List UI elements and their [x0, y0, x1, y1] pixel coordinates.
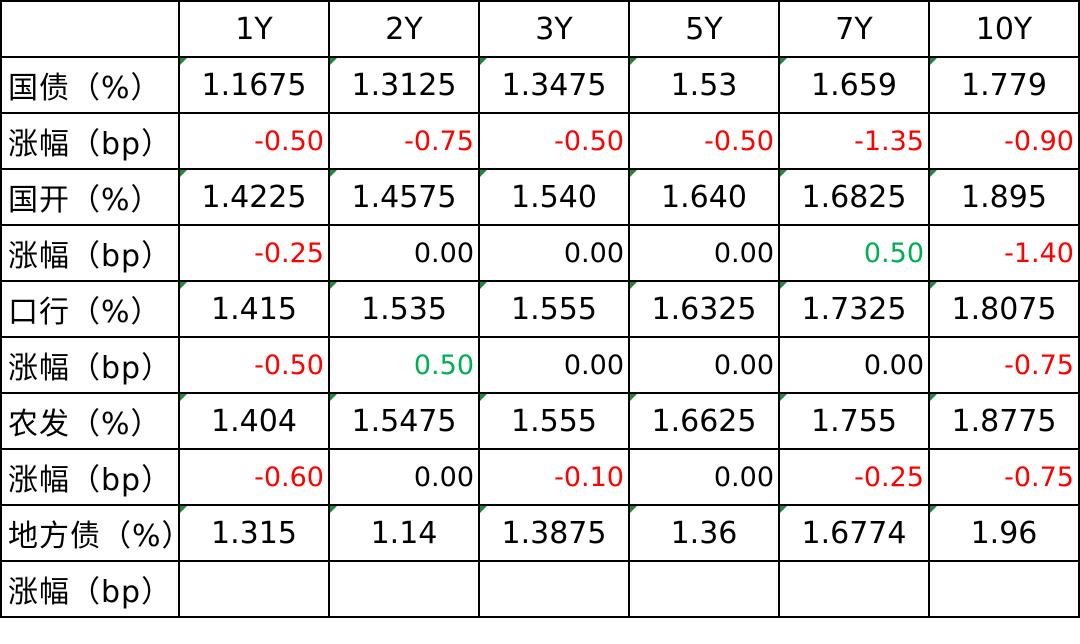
- column-header-3y: 3Y: [478, 0, 630, 58]
- change-cell: -0.75: [928, 448, 1080, 506]
- row-label: 涨幅（bp）: [0, 448, 180, 506]
- change-cell: [178, 560, 330, 618]
- change-cell: 0.50: [328, 336, 480, 394]
- row-label: 国债（%）: [0, 56, 180, 114]
- change-cell: -0.50: [178, 112, 330, 170]
- yield-cell: 1.535: [328, 280, 480, 338]
- yield-cell: 1.4225: [178, 168, 330, 226]
- yield-cell: 1.6774: [778, 504, 930, 562]
- change-cell: 0.00: [628, 224, 780, 282]
- yield-cell: 1.7325: [778, 280, 930, 338]
- yield-cell: 1.555: [478, 280, 630, 338]
- change-cell: 0.50: [778, 224, 930, 282]
- change-cell: -0.90: [928, 112, 1080, 170]
- change-cell: -0.50: [628, 112, 780, 170]
- yield-cell: 1.659: [778, 56, 930, 114]
- header-row: 1Y 2Y 3Y 5Y 7Y 10Y: [0, 0, 1080, 58]
- change-cell: 0.00: [478, 224, 630, 282]
- change-cell: 0.00: [628, 336, 780, 394]
- change-cell: 0.00: [328, 224, 480, 282]
- table-row: 农发（%） 1.404 1.5475 1.555 1.6625 1.755 1.8775: [0, 392, 1080, 450]
- change-cell: [778, 560, 930, 618]
- change-cell: -0.75: [928, 336, 1080, 394]
- change-cell: [328, 560, 480, 618]
- change-cell: -0.50: [178, 336, 330, 394]
- yield-cell: 1.3125: [328, 56, 480, 114]
- table-row: 口行（%） 1.415 1.535 1.555 1.6325 1.7325 1.8075: [0, 280, 1080, 338]
- table-row: 国债（%） 1.1675 1.3125 1.3475 1.53 1.659 1.779: [0, 56, 1080, 114]
- column-header-5y: 5Y: [628, 0, 780, 58]
- change-cell: -0.25: [178, 224, 330, 282]
- table-row: 涨幅（bp）: [0, 560, 1080, 618]
- yield-cell: 1.36: [628, 504, 780, 562]
- change-cell: [928, 560, 1080, 618]
- yield-cell: 1.4575: [328, 168, 480, 226]
- table-row: 地方债（%） 1.315 1.14 1.3875 1.36 1.6774 1.96: [0, 504, 1080, 562]
- change-cell: -1.40: [928, 224, 1080, 282]
- table-row: 国开（%） 1.4225 1.4575 1.540 1.640 1.6825 1.895: [0, 168, 1080, 226]
- row-label: 涨幅（bp）: [0, 112, 180, 170]
- change-cell: 0.00: [478, 336, 630, 394]
- yield-cell: 1.895: [928, 168, 1080, 226]
- change-cell: 0.00: [328, 448, 480, 506]
- row-label: 地方债（%）: [0, 504, 180, 562]
- change-cell: -0.75: [328, 112, 480, 170]
- yield-cell: 1.8775: [928, 392, 1080, 450]
- yield-cell: 1.6325: [628, 280, 780, 338]
- yield-cell: 1.3875: [478, 504, 630, 562]
- change-cell: -0.50: [478, 112, 630, 170]
- column-header-2y: 2Y: [328, 0, 480, 58]
- yield-cell: 1.404: [178, 392, 330, 450]
- row-label: 涨幅（bp）: [0, 560, 180, 618]
- yield-cell: 1.6625: [628, 392, 780, 450]
- yield-cell: 1.3475: [478, 56, 630, 114]
- change-cell: -0.60: [178, 448, 330, 506]
- yield-cell: 1.14: [328, 504, 480, 562]
- change-cell: -1.35: [778, 112, 930, 170]
- change-cell: [628, 560, 780, 618]
- yield-cell: 1.96: [928, 504, 1080, 562]
- table-row: 涨幅（bp） -0.60 0.00 -0.10 0.00 -0.25 -0.75: [0, 448, 1080, 506]
- table-row: 涨幅（bp） -0.25 0.00 0.00 0.00 0.50 -1.40: [0, 224, 1080, 282]
- yield-cell: 1.5475: [328, 392, 480, 450]
- table-row: 涨幅（bp） -0.50 -0.75 -0.50 -0.50 -1.35 -0.90: [0, 112, 1080, 170]
- yield-cell: 1.555: [478, 392, 630, 450]
- change-cell: 0.00: [628, 448, 780, 506]
- yield-cell: 1.755: [778, 392, 930, 450]
- row-label: 国开（%）: [0, 168, 180, 226]
- column-header-7y: 7Y: [778, 0, 930, 58]
- change-cell: 0.00: [778, 336, 930, 394]
- row-label: 农发（%）: [0, 392, 180, 450]
- yield-cell: 1.540: [478, 168, 630, 226]
- yield-cell: 1.8075: [928, 280, 1080, 338]
- yield-cell: 1.315: [178, 504, 330, 562]
- row-label: 口行（%）: [0, 280, 180, 338]
- yield-cell: 1.6825: [778, 168, 930, 226]
- change-cell: [478, 560, 630, 618]
- bond-yield-table: 1Y 2Y 3Y 5Y 7Y 10Y 国债（%） 1.1675 1.3125 1.34…: [0, 0, 1080, 618]
- yield-cell: 1.1675: [178, 56, 330, 114]
- yield-cell: 1.415: [178, 280, 330, 338]
- yield-cell: 1.640: [628, 168, 780, 226]
- column-header-1y: 1Y: [178, 0, 330, 58]
- change-cell: -0.25: [778, 448, 930, 506]
- table-row: 涨幅（bp） -0.50 0.50 0.00 0.00 0.00 -0.75: [0, 336, 1080, 394]
- row-label: 涨幅（bp）: [0, 224, 180, 282]
- corner-cell: [0, 0, 180, 58]
- yield-cell: 1.53: [628, 56, 780, 114]
- change-cell: -0.10: [478, 448, 630, 506]
- row-label: 涨幅（bp）: [0, 336, 180, 394]
- column-header-10y: 10Y: [928, 0, 1080, 58]
- yield-cell: 1.779: [928, 56, 1080, 114]
